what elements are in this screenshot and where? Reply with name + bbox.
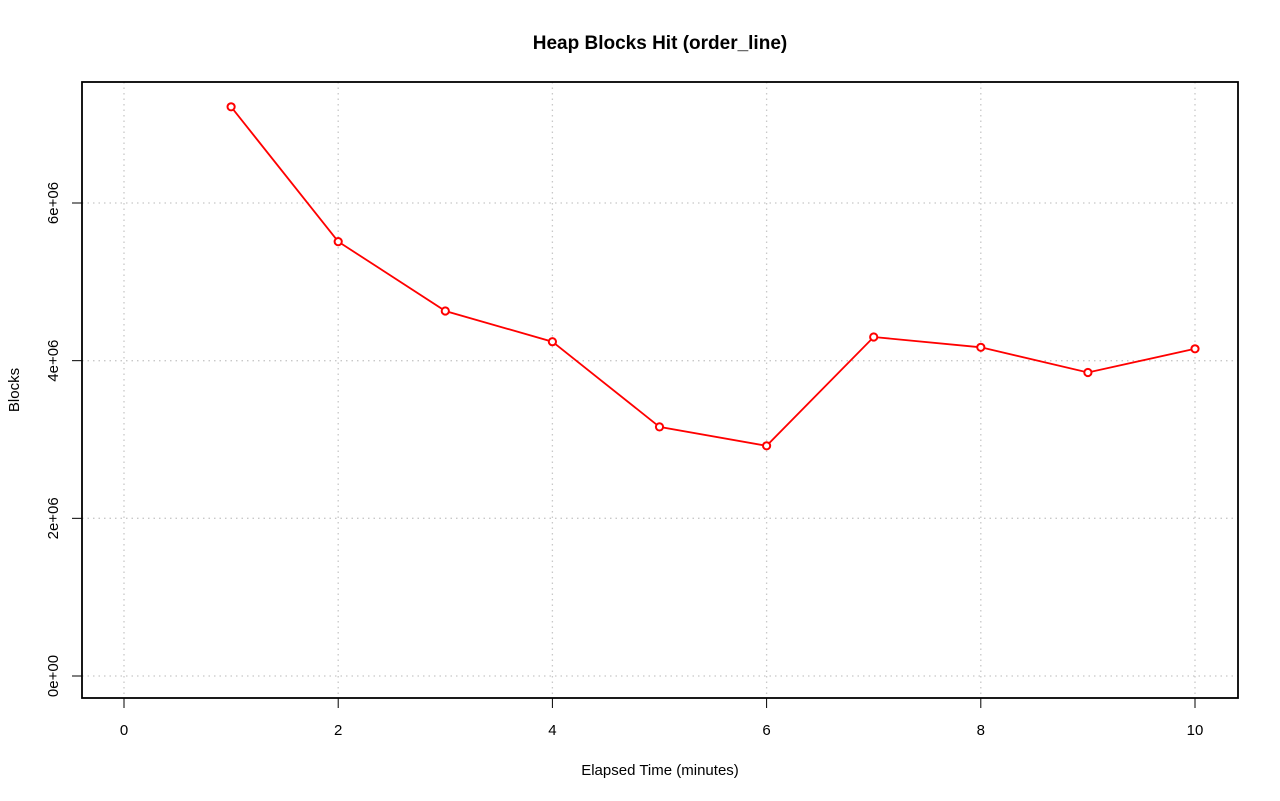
axes: 0 2 4 6 8 10 0e+00 2e+06 4e+06 6e+06 (45, 182, 1203, 739)
data-point (654, 422, 665, 432)
series-line (230, 106, 1196, 447)
y-tick-label: 4e+06 (45, 340, 62, 382)
x-tick-label: 10 (1187, 722, 1204, 739)
data-point (440, 306, 450, 316)
data-point (869, 332, 879, 342)
y-axis-label: Blocks (6, 368, 23, 412)
x-axis-label: Elapsed Time (minutes) (581, 762, 739, 779)
data-point (1190, 344, 1200, 354)
plot-frame (81, 81, 1239, 699)
x-tick-label: 4 (548, 722, 556, 739)
y-tick-label: 0e+00 (45, 655, 62, 697)
data-point (762, 441, 772, 451)
data-point (976, 342, 986, 352)
series-layer (226, 102, 1200, 451)
x-tick-label: 6 (762, 722, 770, 739)
x-tick-label: 2 (334, 722, 342, 739)
y-tick-label: 2e+06 (45, 497, 62, 539)
grid (82, 82, 1238, 698)
chart-title: Heap Blocks Hit (order_line) (533, 33, 787, 54)
y-tick-label: 6e+06 (45, 182, 62, 224)
data-point (333, 237, 343, 247)
x-tick-label: 0 (120, 722, 128, 739)
x-tick-label: 8 (977, 722, 985, 739)
data-point (547, 337, 558, 347)
data-point (1083, 367, 1093, 378)
data-point (226, 102, 236, 112)
